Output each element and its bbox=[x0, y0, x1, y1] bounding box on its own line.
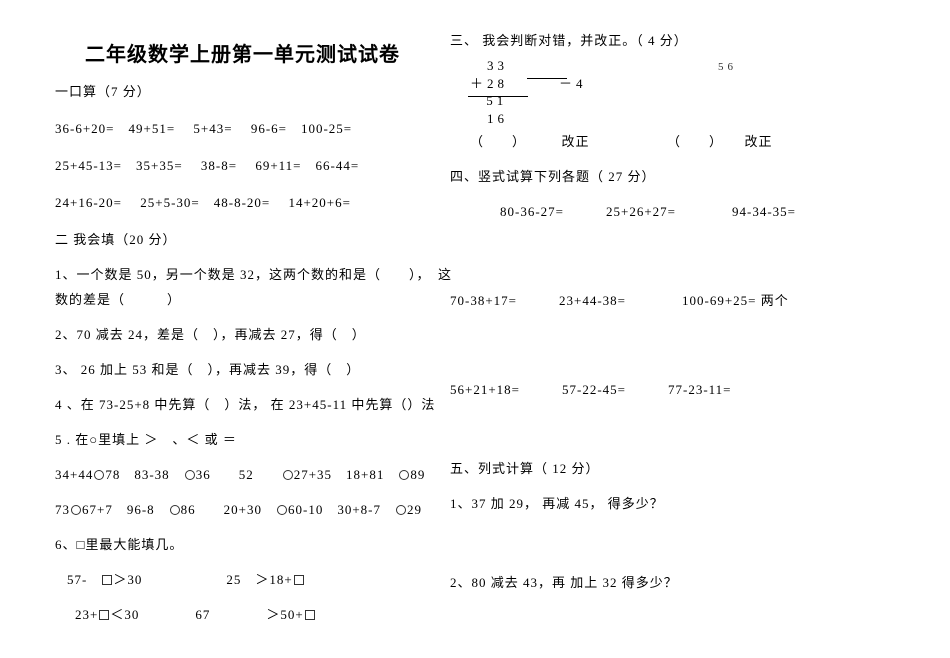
section4-heading: 四、竖式试算下列各题（ 27 分） bbox=[450, 166, 930, 185]
txt: 60-10 30+8-7 bbox=[288, 502, 395, 517]
circle-icon bbox=[399, 470, 409, 480]
calc-line: 51 bbox=[469, 93, 507, 108]
square-icon bbox=[99, 610, 109, 620]
circle-icon bbox=[277, 505, 287, 515]
txt: 34+44 bbox=[55, 467, 93, 482]
section3-heading: 三、 我会判断对错，并改正。（ 4 分） bbox=[450, 30, 930, 49]
circle-icon bbox=[185, 470, 195, 480]
square-icon bbox=[102, 575, 112, 585]
circle-icon bbox=[283, 470, 293, 480]
s2-q4: 4 、在 73-25+8 中先算（ ）法， 在 23+45-11 中先算（）法 bbox=[55, 394, 430, 413]
txt: 29 bbox=[407, 502, 422, 517]
s2-q1a: 1、一个数是 50，另一个数是 32，这两个数的和是（ ）， 这 bbox=[55, 264, 430, 283]
s2-q5-row1: 34+44 78 83-38 36 52 27+35 18+81 89 bbox=[55, 464, 430, 483]
calc-line: 33 bbox=[470, 58, 508, 73]
square-icon bbox=[294, 575, 304, 585]
square-icon bbox=[305, 610, 315, 620]
page-title: 二年级数学上册第一单元测试试卷 bbox=[55, 38, 430, 67]
txt: 89 bbox=[410, 467, 425, 482]
s1-row3: 24+16-20= 25+5-30= 48-8-20= 14+20+6= bbox=[55, 192, 430, 211]
calc-56: 56 bbox=[718, 61, 737, 73]
section1-heading: 一口算（7 分） bbox=[55, 81, 430, 100]
section5-heading: 五、列式计算（ 12 分） bbox=[450, 458, 930, 477]
txt: 73 bbox=[55, 502, 70, 517]
s2-q5: 5 . 在○里填上 ＞ 、＜ 或 ＝ bbox=[55, 429, 430, 448]
txt: 36 52 bbox=[196, 467, 282, 482]
circle-icon bbox=[396, 505, 406, 515]
txt: 57- bbox=[67, 572, 101, 587]
circle-icon bbox=[71, 505, 81, 515]
calc-line: 16 bbox=[470, 111, 508, 126]
left-column: 二年级数学上册第一单元测试试卷 一口算（7 分） 36-6+20= 49+51=… bbox=[0, 0, 450, 658]
txt: 86 20+30 bbox=[181, 502, 276, 517]
s5-q2: 2、80 减去 43，再 加上 32 得多少？ bbox=[450, 572, 930, 591]
s2-q5-row2: 73 67+7 96-8 86 20+30 60-10 30+8-7 29 bbox=[55, 499, 430, 518]
txt: ＜30 67 ＞50+ bbox=[110, 607, 303, 622]
circle-icon bbox=[170, 505, 180, 515]
s2-q2: 2、70 减去 24，差是（ ），再减去 27，得（ ） bbox=[55, 324, 430, 343]
right-column: 三、 我会判断对错，并改正。（ 4 分） 3356 ＋28 －4 51 16 （… bbox=[450, 0, 950, 658]
s2-q6-row1: 57- ＞30 25 ＞18+ bbox=[67, 569, 430, 588]
s2-q6-row2: 23+ ＜30 67 ＞50+ bbox=[75, 604, 430, 623]
s5-q1: 1、37 加 29， 再减 45， 得多少？ bbox=[450, 493, 930, 512]
s4-row3: 56+21+18= 57-22-45= 77-23-11= bbox=[450, 379, 930, 398]
s2-q6: 6、□里最大能填几。 bbox=[55, 534, 430, 553]
s2-q1b: 数的差是（ ） bbox=[55, 289, 430, 308]
s4-row1: 80-36-27= 25+26+27= 94-34-35= bbox=[500, 201, 930, 220]
txt: 23+ bbox=[75, 607, 98, 622]
vertical-calc: 3356 ＋28 －4 51 16 bbox=[470, 57, 930, 127]
s2-q3: 3、 26 加上 53 和是（ ），再减去 39，得（ ） bbox=[55, 359, 430, 378]
txt: 78 83-38 bbox=[105, 467, 183, 482]
s1-row2: 25+45-13= 35+35= 38-8= 69+11= 66-44= bbox=[55, 155, 430, 174]
circle-icon bbox=[94, 470, 104, 480]
section2-heading: 二 我会填（20 分） bbox=[55, 229, 430, 248]
s1-row1: 36-6+20= 49+51= 5+43= 96-6= 100-25= bbox=[55, 118, 430, 137]
txt: ＞30 25 ＞18+ bbox=[113, 572, 292, 587]
txt: 67+7 96-8 bbox=[82, 502, 169, 517]
s3-answers: （ ） 改正 （ ） 改正 bbox=[470, 131, 930, 150]
txt: 27+35 18+81 bbox=[294, 467, 399, 482]
s4-row2: 70-38+17= 23+44-38= 100-69+25= 两个 bbox=[450, 290, 930, 309]
